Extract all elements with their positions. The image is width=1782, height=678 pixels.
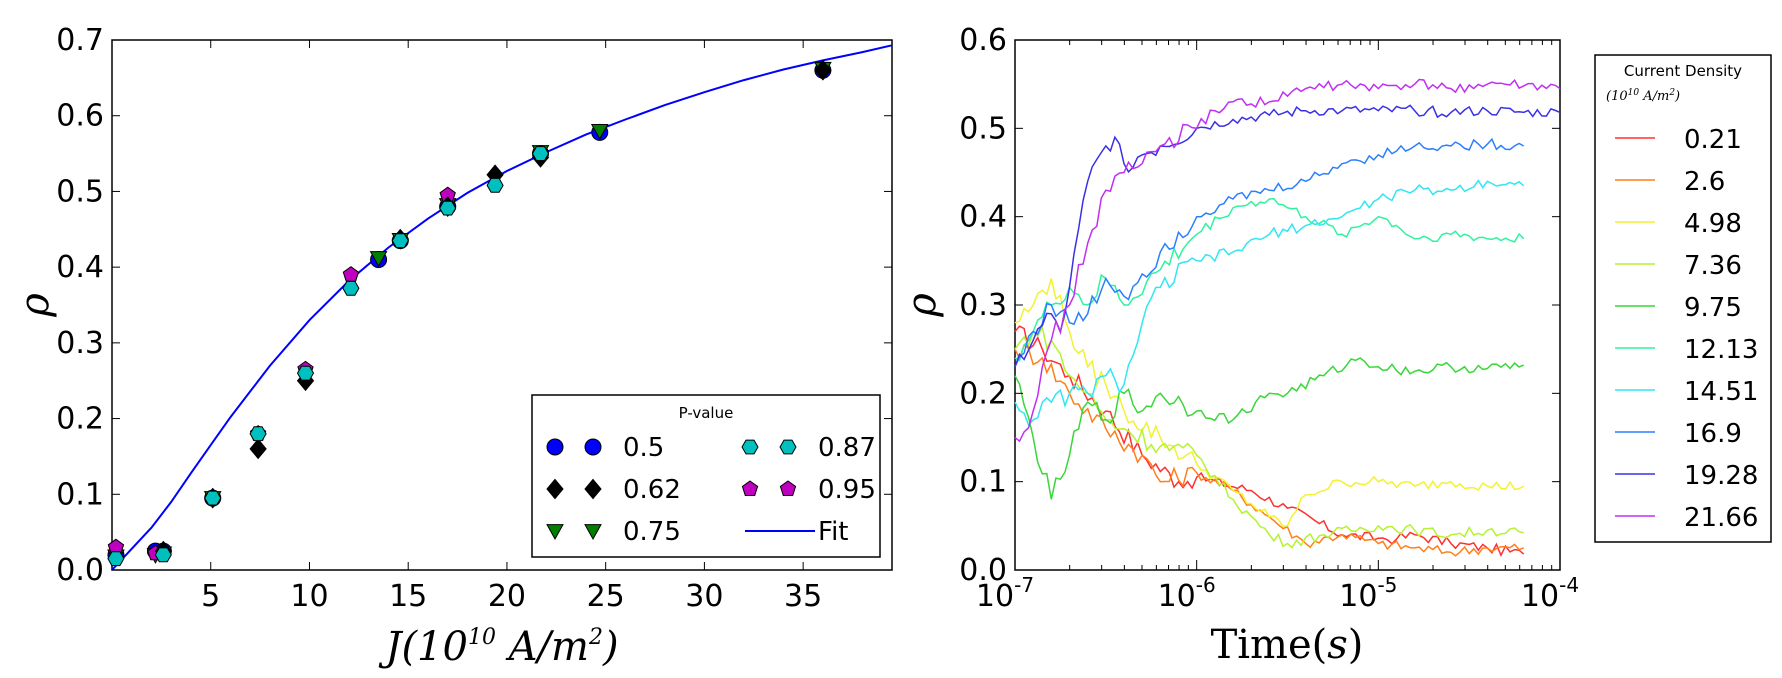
left-ytick-label: 0.7: [56, 23, 104, 58]
right-ytick-label: 0.4: [959, 200, 1007, 235]
right-ytick-label: 0.5: [959, 111, 1007, 146]
right-ytick-label: 0.2: [959, 376, 1007, 411]
right-ylabel: ρ: [899, 293, 945, 318]
legend-marker: [584, 438, 602, 456]
data-point-p0_87: [342, 280, 360, 296]
right-xtick-label: 10-5: [1339, 573, 1397, 614]
left-ytick-label: 0.6: [56, 99, 104, 134]
left-ylabel: ρ: [12, 293, 58, 318]
legend-marker: [546, 524, 564, 541]
series-line-4_98: [1014, 278, 1525, 528]
legend-label: 4.98: [1684, 209, 1742, 239]
data-point-p0_87: [296, 365, 315, 381]
legend-label: 19.28: [1684, 461, 1758, 491]
right-plot-frame: [1014, 39, 1561, 571]
legend-label: 0.87: [818, 433, 876, 463]
legend-marker: [779, 480, 797, 496]
legend-label: 2.6: [1684, 167, 1725, 197]
left-legend: P-value 0.5 0.62 0.75 0.87 0.95 Fit: [531, 394, 881, 558]
legend-label: 12.13: [1684, 335, 1758, 365]
data-point-p0_87: [486, 177, 504, 193]
legend-label: 14.51: [1684, 377, 1758, 407]
legend-label: Fit: [818, 517, 848, 547]
right-chart: 10-7 10-6 10-5 10-40.00.10.20.30.40.50.6 ρ …: [899, 23, 1772, 668]
legend-label: 7.36: [1684, 251, 1742, 281]
data-point-p0_87: [249, 426, 267, 442]
data-point-p0_62: [249, 438, 267, 460]
legend-marker: [741, 480, 759, 496]
right-xlabel: Time(s): [1211, 622, 1364, 668]
legend-label: 0.75: [623, 517, 681, 547]
legend-label: 9.75: [1684, 293, 1742, 323]
series-line-9_75: [1014, 357, 1524, 500]
right-xtick-label: 10-4: [1521, 573, 1579, 614]
data-point-p0_62: [814, 59, 832, 81]
left-legend-title: P-value: [679, 404, 734, 422]
data-point-p0_87: [531, 146, 550, 161]
right-legend-title: Current Density: [1624, 62, 1742, 80]
left-xtick-label: 30: [685, 579, 723, 614]
series-line-12_13: [1014, 197, 1525, 362]
legend-marker: [779, 439, 797, 455]
data-point-p0_87: [204, 490, 222, 506]
right-ytick-label: 0.0: [959, 553, 1007, 588]
right-xtick-label: 10-7: [976, 573, 1034, 614]
right-legend-subtitle: (1010 A/m2): [1606, 88, 1680, 104]
legend-label: 0.21: [1684, 125, 1742, 155]
series-line-7_36: [1014, 325, 1524, 549]
data-point-p0_75: [369, 251, 388, 268]
data-point-p0_87: [391, 233, 409, 249]
series-line-16_9: [1014, 137, 1525, 368]
legend-marker: [741, 439, 759, 455]
series-line-14_51: [1014, 179, 1525, 427]
legend-label: 0.62: [623, 475, 681, 505]
left-xtick-label: 20: [488, 579, 526, 614]
legend-label: 21.66: [1684, 503, 1758, 533]
left-xtick-label: 5: [201, 579, 220, 614]
left-ytick-label: 0.0: [56, 553, 104, 588]
right-ytick-label: 0.6: [959, 23, 1007, 58]
left-xtick-label: 15: [389, 579, 427, 614]
right-ytick-label: 0.1: [959, 465, 1007, 500]
left-ytick-label: 0.2: [56, 402, 104, 437]
left-xtick-label: 35: [784, 579, 822, 614]
right-ytick-label: 0.3: [959, 288, 1007, 323]
legend-marker: [546, 478, 564, 500]
legend-label: 0.5: [623, 433, 664, 463]
data-point-p0_87: [107, 551, 125, 567]
right-legend: Current Density (1010 A/m2) 0.21 2.6 4.98 7…: [1594, 54, 1772, 543]
data-point-p0_87: [439, 200, 457, 216]
right-legend-box: [1594, 54, 1772, 543]
data-point-p0_75: [590, 123, 609, 140]
left-ytick-label: 0.4: [56, 250, 104, 285]
right-xtick-label: 10-6: [1158, 573, 1216, 614]
legend-marker: [584, 524, 602, 541]
left-xlabel: J(1010 A/m2): [378, 624, 618, 670]
left-ytick-label: 0.1: [56, 477, 104, 512]
left-xtick-label: 25: [587, 579, 625, 614]
left-xtick-label: 10: [290, 579, 328, 614]
series-line-19_28: [1014, 104, 1561, 368]
left-ytick-label: 0.3: [56, 326, 104, 361]
legend-marker: [546, 438, 564, 456]
series-line-21_66: [1014, 78, 1561, 443]
legend-label: 0.95: [818, 475, 876, 505]
legend-marker: [584, 478, 602, 500]
left-ytick-label: 0.5: [56, 174, 104, 209]
data-point-p0_87: [154, 547, 172, 563]
legend-label: 16.9: [1684, 419, 1742, 449]
left-chart: 5 10 15 20 25 30 350.00.10.20.30.40.50.60.7 ρ …: [12, 23, 893, 670]
